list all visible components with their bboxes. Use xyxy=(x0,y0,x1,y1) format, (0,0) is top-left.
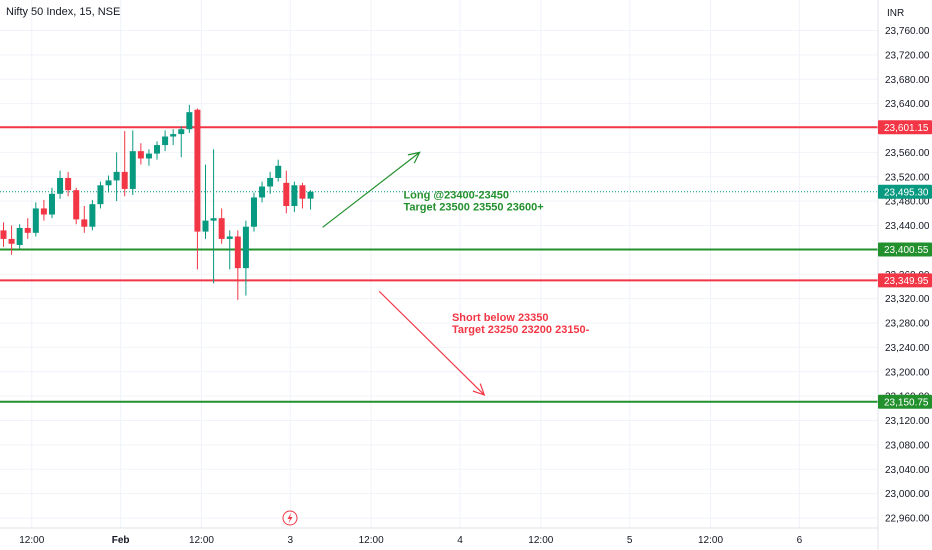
candle-body xyxy=(48,193,55,215)
price-tick-label: 23,240.00 xyxy=(885,343,930,354)
candle-body xyxy=(137,151,144,159)
candle-body xyxy=(283,182,290,206)
candle-body xyxy=(73,190,80,220)
candlestick-series xyxy=(0,104,314,300)
price-tick-label: 23,280.00 xyxy=(885,319,930,330)
time-tick-label: 12:00 xyxy=(189,535,214,546)
price-tick-label: 23,640.00 xyxy=(885,99,930,110)
candle-body xyxy=(121,171,128,189)
candle-body xyxy=(97,185,104,205)
price-level-label[interactable]: 23,601.15 xyxy=(884,123,929,134)
candle-body xyxy=(57,177,64,194)
candle-body xyxy=(24,227,31,233)
candle-body xyxy=(8,238,15,244)
candle-body xyxy=(89,204,96,227)
trend-arrow-line[interactable] xyxy=(378,290,485,396)
price-level-label-bg[interactable] xyxy=(878,120,932,135)
candle-body xyxy=(32,208,39,233)
price-level-label-bg[interactable] xyxy=(878,273,932,288)
symbol-title: Nifty 50 Index, 15, NSE xyxy=(6,6,121,18)
horizontal-levels[interactable] xyxy=(0,126,878,403)
price-tick-label: 23,080.00 xyxy=(885,440,930,451)
trend-arrow-line[interactable] xyxy=(322,151,420,228)
candle-body xyxy=(202,220,209,232)
price-axis[interactable]: 23,760.00 23,720.00 23,680.00 23,640.00 23,5… xyxy=(877,0,932,550)
price-tick-label: 23,560.00 xyxy=(885,148,930,159)
price-tick-label: 23,440.00 xyxy=(885,221,930,232)
time-tick-label: 12:00 xyxy=(19,535,44,546)
time-tick-label: 4 xyxy=(457,535,463,546)
price-tick-label: 23,200.00 xyxy=(885,367,930,378)
candle-body xyxy=(105,180,112,186)
time-tick-label: 12:00 xyxy=(528,535,553,546)
candle-body xyxy=(162,136,169,146)
time-tick-label: 3 xyxy=(288,535,294,546)
candle-body xyxy=(242,226,249,269)
annotation-text[interactable]: Long @23400-23450 xyxy=(403,190,509,202)
price-tick-label: 23,040.00 xyxy=(885,465,930,476)
price-level-label-bg[interactable] xyxy=(878,242,932,257)
trend-arrow-head[interactable] xyxy=(472,383,486,396)
candle-body xyxy=(154,145,161,154)
price-tick-label: 22,960.00 xyxy=(885,514,930,525)
flash-event-icon[interactable] xyxy=(282,510,298,526)
trend-arrows[interactable] xyxy=(322,151,486,396)
time-tick-label: 6 xyxy=(797,535,803,546)
price-tick-label: 23,680.00 xyxy=(885,75,930,86)
currency-label[interactable]: INR xyxy=(887,8,905,19)
candle-body xyxy=(170,134,177,137)
annotation-text[interactable]: Target 23500 23550 23600+ xyxy=(403,202,543,214)
candle-body xyxy=(234,236,241,269)
candle-body xyxy=(0,230,7,239)
candle-body xyxy=(210,218,217,221)
time-tick-label: 5 xyxy=(627,535,633,546)
price-level-label[interactable]: 23,400.55 xyxy=(884,245,929,256)
candle-body xyxy=(129,151,136,189)
price-tick-label: 23,520.00 xyxy=(885,172,930,183)
price-level-label[interactable]: 23,349.95 xyxy=(884,276,929,287)
price-tick-label: 23,120.00 xyxy=(885,416,930,427)
candle-body xyxy=(186,112,193,130)
candle-body xyxy=(194,109,201,232)
time-tick-label: 12:00 xyxy=(359,535,384,546)
price-level-label[interactable]: 23,495.30 xyxy=(884,187,929,198)
candle-body xyxy=(145,153,152,159)
candle-body xyxy=(307,191,314,199)
price-level-label[interactable]: 23,150.75 xyxy=(884,397,929,408)
price-level-label-bg[interactable] xyxy=(878,394,932,409)
candle-body xyxy=(178,129,185,135)
annotation-text[interactable]: Target 23250 23200 23150- xyxy=(452,324,590,336)
time-axis[interactable]: 12:00 Feb 12:00 3 12:00 4 12:00 5 12:00 6 xyxy=(0,527,878,546)
candle-body xyxy=(291,185,298,206)
candle-body xyxy=(259,186,266,198)
price-level-label-bg[interactable] xyxy=(878,184,932,199)
trend-arrow-head[interactable] xyxy=(407,151,421,164)
candle-body xyxy=(81,219,88,227)
price-tick-label: 23,320.00 xyxy=(885,294,930,305)
time-tick-label: Feb xyxy=(112,535,130,546)
candle-body xyxy=(113,171,120,181)
candle-body xyxy=(65,177,72,191)
candle-body xyxy=(299,185,306,199)
price-tick-label: 23,760.00 xyxy=(885,26,930,37)
time-tick-label: 12:00 xyxy=(698,535,723,546)
candle-body xyxy=(40,208,47,215)
candle-body xyxy=(267,177,274,187)
price-tick-label: 23,720.00 xyxy=(885,50,930,61)
candle-body xyxy=(250,197,257,227)
chart-grid xyxy=(0,0,878,528)
candle-body xyxy=(226,236,233,239)
annotation-text[interactable]: Short below 23350 xyxy=(452,312,549,324)
price-tick-label: 23,000.00 xyxy=(885,489,930,500)
candle-body xyxy=(218,218,225,239)
candle-body xyxy=(16,227,23,245)
candle-body xyxy=(275,165,282,178)
price-tick-label: 23,480.00 xyxy=(885,197,930,208)
